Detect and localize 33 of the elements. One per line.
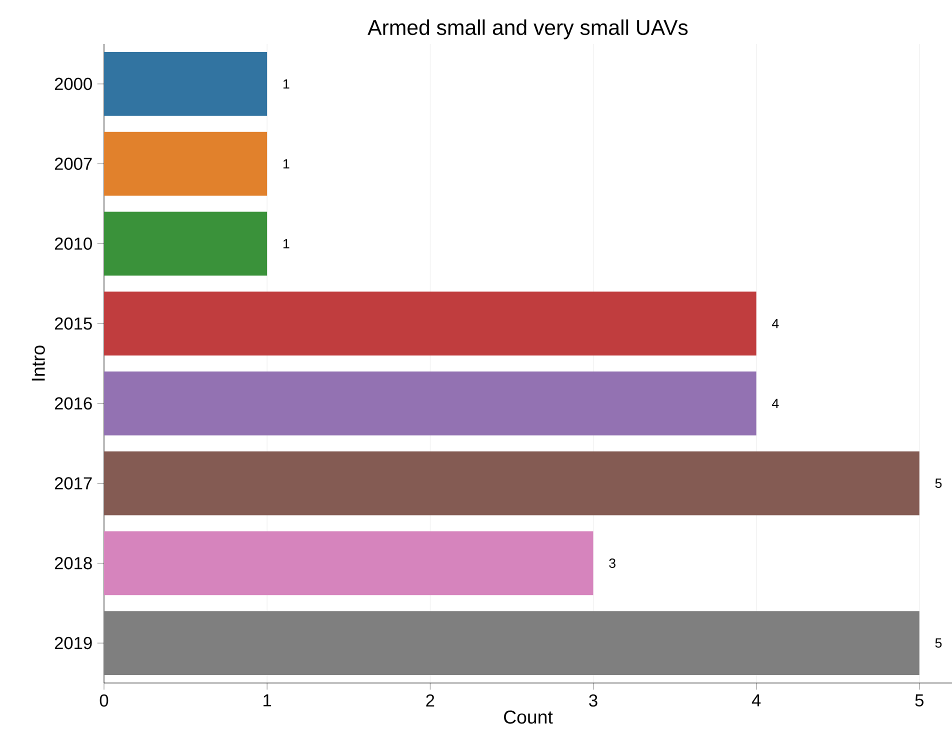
data-label: 4: [772, 398, 779, 408]
bar: [104, 212, 268, 276]
x-tick-label: 5: [915, 694, 924, 706]
x-tick-label: 1: [264, 694, 272, 706]
data-label: 5: [935, 478, 942, 488]
y-axis-title: Intro: [32, 346, 45, 380]
data-label: 3: [609, 558, 616, 568]
x-tick-label: 4: [752, 694, 761, 706]
data-label: 4: [772, 318, 779, 328]
bar: [104, 531, 594, 596]
x-tick-label: 3: [589, 694, 598, 707]
bar: [104, 611, 920, 676]
data-label: 1: [283, 159, 290, 168]
data-label: 1: [283, 239, 290, 248]
bar: [104, 132, 268, 196]
x-tick-label: 2: [426, 694, 434, 706]
y-tick-label: 2015: [54, 317, 92, 330]
y-tick-label: 2017: [54, 477, 92, 490]
bar: [104, 371, 756, 436]
y-tick-label: 2007: [54, 158, 92, 170]
y-tick-label: 2010: [54, 238, 92, 250]
x-tick-label: 0: [100, 694, 108, 707]
bar: [104, 451, 920, 516]
data-label: 1: [283, 79, 290, 89]
bar: [104, 292, 756, 356]
chart-title: Armed small and very small UAVs: [368, 19, 688, 40]
y-tick-label: 2019: [54, 636, 92, 650]
data-label: 5: [935, 638, 942, 648]
y-tick-label: 2016: [54, 397, 92, 410]
y-tick-label: 2000: [54, 78, 92, 90]
y-tick-label: 2018: [54, 557, 92, 570]
x-axis-title: Count: [504, 710, 553, 724]
bar: [104, 52, 268, 116]
